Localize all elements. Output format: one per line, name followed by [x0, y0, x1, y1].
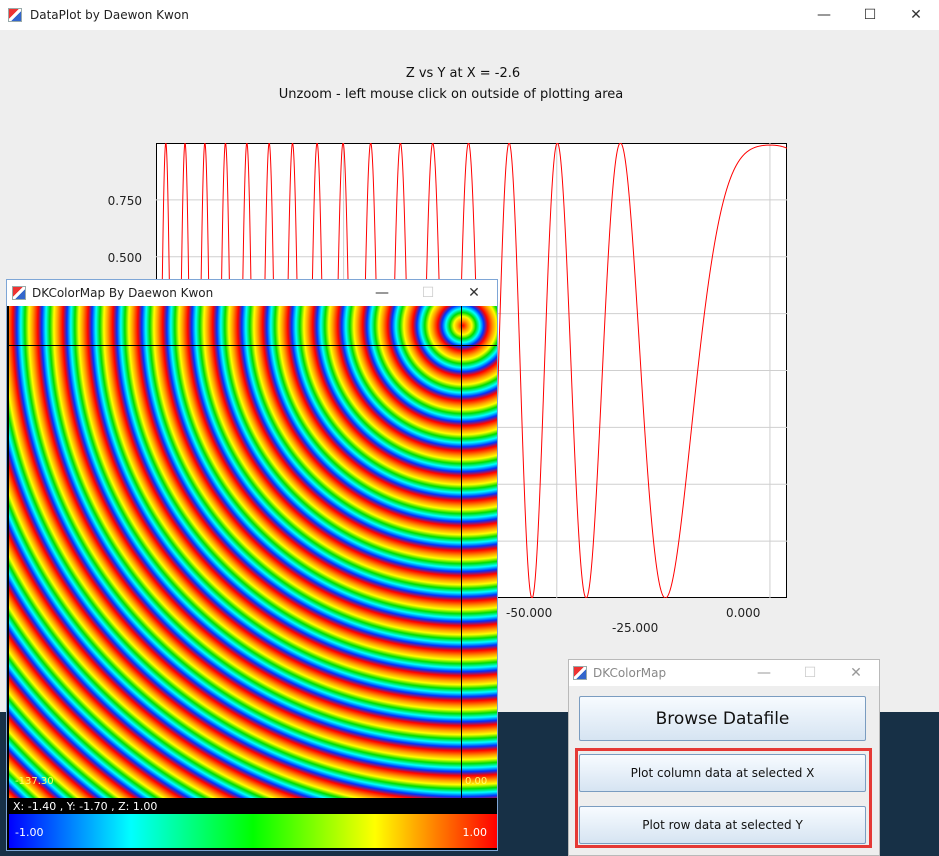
java-app-icon — [12, 286, 26, 300]
y-tick-label: 0.750 — [107, 194, 142, 208]
close-button[interactable]: ✕ — [850, 665, 862, 681]
java-app-icon — [573, 666, 587, 680]
scale-min-label: -1.00 — [15, 826, 44, 839]
maximize-button[interactable]: ☐ — [803, 665, 817, 681]
color-scale-bar: -1.00 1.00 — [9, 814, 497, 848]
minimize-button[interactable]: — — [375, 285, 389, 301]
maximize-button[interactable]: ☐ — [863, 7, 877, 23]
y-tick-label: 0.500 — [107, 251, 142, 265]
plot-subtitle: Unzoom - left mouse click on outside of … — [278, 87, 624, 102]
colormap-window: DKColorMap By Daewon Kwon — ☐ ✕ -137.30 … — [6, 279, 498, 851]
control-titlebar: DKColorMap — ☐ ✕ — [569, 660, 879, 686]
crosshair-horizontal — [9, 345, 497, 346]
minimize-button[interactable]: — — [817, 7, 831, 23]
control-window: DKColorMap — ☐ ✕ Browse Datafile Plot co… — [568, 659, 880, 856]
plot-row-button[interactable]: Plot row data at selected Y — [579, 806, 866, 844]
window-title: DKColorMap — [593, 666, 667, 680]
plot-column-button[interactable]: Plot column data at selected X — [579, 754, 866, 792]
colormap-titlebar: DKColorMap By Daewon Kwon — ☐ ✕ — [7, 280, 497, 306]
corner-label-right: 0.00 — [465, 776, 488, 787]
maximize-button[interactable]: ☐ — [421, 285, 435, 301]
colormap-image[interactable]: -137.30 0.00 — [9, 306, 497, 798]
highlight-box — [575, 748, 872, 848]
java-app-icon — [8, 8, 22, 22]
window-title: DataPlot by Daewon Kwon — [30, 8, 189, 22]
close-button[interactable]: ✕ — [468, 285, 480, 301]
crosshair-vertical — [461, 306, 462, 798]
minimize-button[interactable]: — — [757, 665, 771, 681]
dataplot-titlebar: DataPlot by Daewon Kwon — ☐ ✕ — [0, 0, 939, 30]
corner-label-left: -137.30 — [15, 776, 54, 787]
browse-datafile-button[interactable]: Browse Datafile — [579, 696, 866, 741]
plot-title: Z vs Y at X = -2.6 — [405, 66, 521, 81]
scale-max-label: 1.00 — [462, 826, 488, 839]
x-tick-label: -50.000 — [506, 606, 553, 620]
window-title: DKColorMap By Daewon Kwon — [32, 286, 214, 300]
close-button[interactable]: ✕ — [910, 7, 922, 23]
x-tick-label: -25.000 — [612, 621, 659, 635]
status-bar: X: -1.40 , Y: -1.70 , Z: 1.00 — [13, 800, 158, 813]
x-tick-label: 0.000 — [726, 606, 761, 620]
